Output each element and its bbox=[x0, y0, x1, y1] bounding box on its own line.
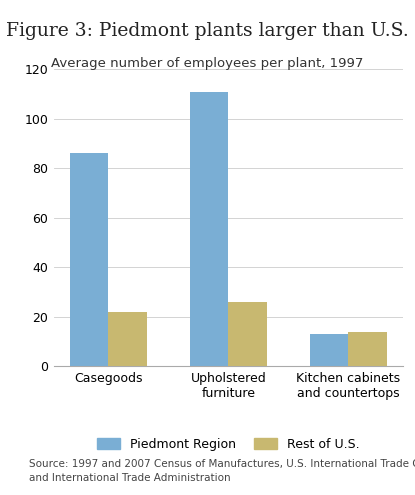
Text: Source: 1997 and 2007 Census of Manufactures, U.S. International Trade Commissio: Source: 1997 and 2007 Census of Manufact… bbox=[29, 459, 415, 483]
Text: Average number of employees per plant, 1997: Average number of employees per plant, 1… bbox=[51, 57, 364, 70]
Bar bbox=[310, 334, 348, 366]
Bar bbox=[348, 332, 387, 366]
Bar bbox=[108, 312, 146, 366]
Bar bbox=[70, 153, 108, 366]
Text: Figure 3: Piedmont plants larger than U.S.: Figure 3: Piedmont plants larger than U.… bbox=[6, 22, 409, 40]
Legend: Piedmont Region, Rest of U.S.: Piedmont Region, Rest of U.S. bbox=[97, 438, 359, 451]
Bar bbox=[228, 302, 267, 366]
Bar bbox=[190, 92, 228, 366]
